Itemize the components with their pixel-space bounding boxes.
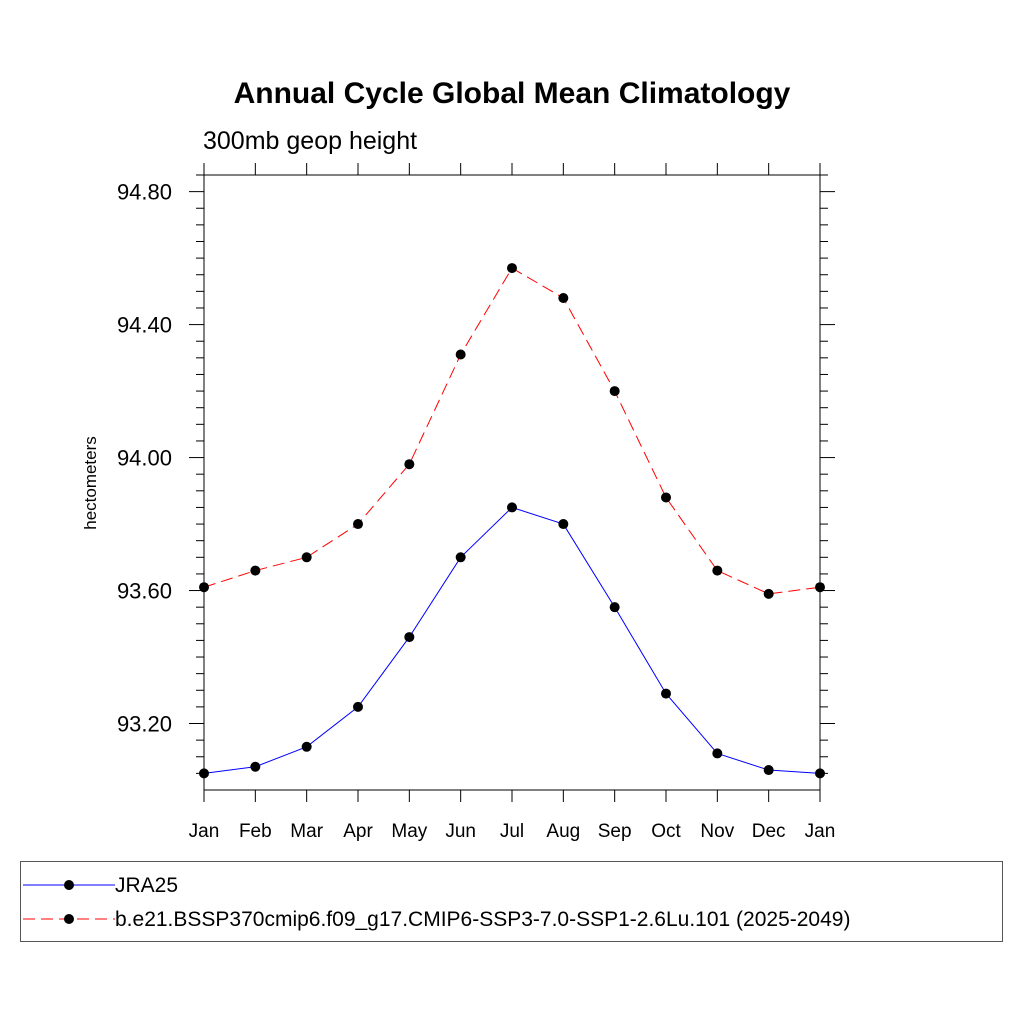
data-point-series-0: [507, 502, 517, 513]
x-tick-label: Jan: [805, 821, 836, 842]
x-tick-label: May: [391, 821, 427, 842]
x-tick-label: Mar: [290, 821, 323, 842]
legend-label-jra25: JRA25: [115, 874, 179, 897]
data-point-series-0: [301, 741, 312, 752]
legend: JRA25 b.e21.BSSP370cmip6.f09_g17.CMIP6-S…: [20, 861, 1003, 942]
data-point-series-1: [763, 588, 774, 599]
x-tick-label: Jun: [445, 821, 476, 842]
data-point-series-0: [609, 602, 620, 613]
legend-entry-jra25: JRA25: [21, 870, 1002, 900]
data-point-series-1: [815, 582, 825, 593]
legend-swatch-model: [23, 914, 115, 924]
data-point-series-0: [455, 552, 466, 563]
x-tick-label: Sep: [598, 821, 632, 842]
data-point-series-0: [712, 748, 723, 759]
data-point-series-0: [353, 701, 363, 712]
data-point-series-1: [250, 565, 261, 576]
y-tick-label: 94.80: [117, 180, 172, 205]
data-point-series-1: [558, 293, 569, 303]
x-tick-label: Oct: [651, 821, 681, 842]
legend-swatch-jra25: [23, 880, 115, 890]
chart-subtitle: 300mb geop height: [203, 127, 417, 155]
chart-canvas: Annual Cycle Global Mean Climatology 300…: [81, 77, 836, 842]
data-point-series-1: [301, 552, 312, 563]
data-point-series-1: [455, 349, 466, 360]
x-tick-label: Dec: [752, 821, 786, 842]
data-point-series-0: [199, 768, 209, 779]
data-point-series-1: [609, 386, 620, 397]
data-point-series-0: [250, 761, 261, 772]
legend-entry-model: b.e21.BSSP370cmip6.f09_g17.CMIP6-SSP3-7.…: [21, 904, 1002, 934]
axis-ticks: [189, 163, 835, 802]
x-tick-label: Jan: [189, 821, 220, 842]
series-layer: [199, 263, 825, 779]
x-tick-label: Nov: [700, 821, 734, 842]
data-point-series-0: [661, 688, 671, 699]
y-axis-label: hectometers: [81, 436, 100, 530]
series-line-0: [203, 506, 821, 774]
y-tick-label: 93.20: [117, 712, 172, 737]
y-tick-label: 93.60: [117, 579, 172, 604]
chart-title: Annual Cycle Global Mean Climatology: [234, 77, 791, 110]
data-point-series-1: [712, 565, 723, 576]
data-point-series-0: [558, 519, 569, 530]
data-point-series-1: [507, 263, 517, 274]
data-point-series-1: [353, 519, 363, 530]
series-line-1: [203, 267, 821, 595]
y-tick-label: 94.00: [117, 446, 172, 471]
y-tick-label: 94.40: [117, 313, 172, 338]
data-point-series-0: [763, 765, 774, 776]
data-point-series-1: [661, 492, 671, 503]
x-tick-labels: Jan Feb Mar Apr May Jun Jul Aug Sep Oct Nov Dec Jan: [189, 821, 836, 842]
legend-label-model: b.e21.BSSP370cmip6.f09_g17.CMIP6-SSP3-7.…: [115, 908, 851, 931]
y-tick-labels: 93.20 93.60 94.00 94.40 94.80: [117, 180, 172, 737]
data-point-series-1: [199, 582, 209, 593]
x-tick-label: Aug: [546, 821, 580, 842]
x-tick-label: Apr: [343, 821, 373, 842]
x-tick-label: Jul: [500, 821, 524, 842]
x-tick-label: Feb: [239, 821, 272, 842]
data-point-series-0: [404, 632, 415, 643]
data-point-series-0: [815, 768, 825, 779]
data-point-series-1: [404, 459, 415, 470]
